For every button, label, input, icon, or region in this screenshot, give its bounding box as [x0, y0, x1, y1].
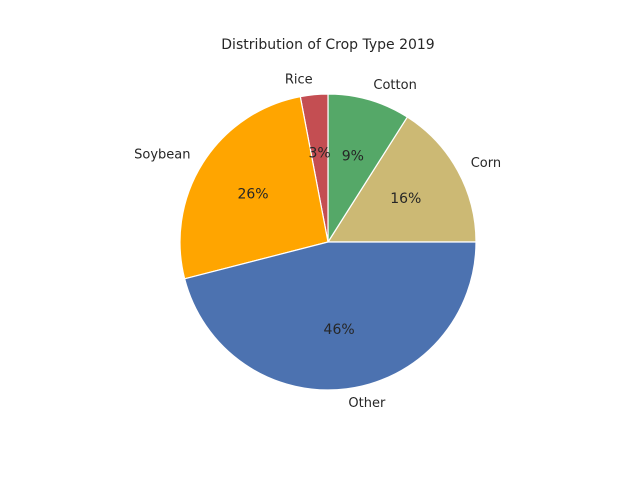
chart-title: Distribution of Crop Type 2019 [221, 37, 434, 53]
pie-slices [179, 93, 477, 391]
pie-percent-label-soybean: 26% [237, 186, 268, 202]
pie-percent-label-rice: 3% [308, 146, 330, 162]
pie-slice-other [184, 241, 477, 391]
pie-category-label-other: Other [348, 396, 386, 411]
pie-category-label-cotton: Cotton [373, 78, 416, 93]
pie-percent-labels: 16% 9% 3% 26% 46% [237, 146, 421, 339]
pie-category-labels: Corn Cotton Rice Soybean Other [134, 72, 501, 411]
pie-slice-cotton [327, 93, 408, 243]
pie-percent-label-cotton: 9% [342, 149, 364, 165]
pie-slice-soybean [179, 96, 329, 280]
pie-percent-label-corn: 16% [390, 191, 421, 207]
pie-category-label-soybean: Soybean [134, 147, 190, 162]
pie-category-label-corn: Corn [471, 156, 501, 171]
pie-percent-label-other: 46% [324, 322, 355, 338]
pie-slice-corn [327, 116, 477, 243]
pie-category-label-rice: Rice [285, 72, 313, 87]
